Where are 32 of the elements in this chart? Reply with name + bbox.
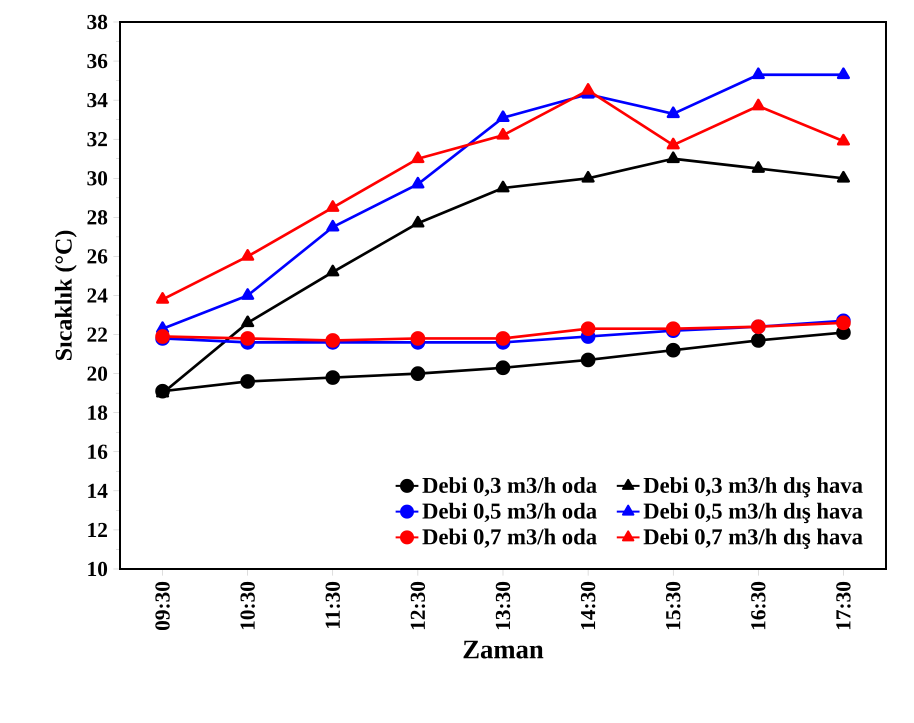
y-tick-label: 32: [87, 132, 107, 146]
x-tick-label: 12:30: [410, 582, 426, 630]
y-tick-label: 26: [87, 249, 108, 264]
legend-label: Debi 0,7 m3/h oda: [422, 528, 597, 548]
x-tick-label: 16:30: [751, 582, 766, 630]
y-tick-label: 12: [88, 522, 107, 537]
x-tick-label: 11:30: [326, 582, 340, 628]
y-tick-label: 14: [88, 484, 108, 498]
x-tick-label: 14:30: [580, 582, 596, 630]
y-tick-label: 36: [87, 54, 108, 68]
x-tick-label: 15:30: [666, 582, 680, 630]
legend-label: Debi 0,5 m3/h oda: [422, 502, 597, 522]
y-tick-label: 20: [87, 366, 108, 381]
y-axis-title: Sıcaklık (°C): [54, 230, 77, 360]
y-tick-label: 16: [88, 444, 108, 459]
y-tick-label: 34: [87, 92, 108, 108]
legend-label: Debi 0,5 m3/h dış hava: [644, 502, 863, 524]
legend-label: Debi 0,3 m3/h oda: [422, 477, 597, 496]
x-tick-label: 17:30: [836, 582, 851, 630]
y-tick-label: 22: [87, 328, 107, 342]
x-tick-label: 13:30: [496, 582, 510, 630]
y-tick-label: 38: [87, 14, 108, 30]
x-tick-label: 09:30: [155, 582, 170, 630]
y-tick-label: 10: [88, 562, 108, 576]
legend-label: Debi 0,3 m3/h dış hava: [644, 477, 863, 498]
y-tick-label: 18: [88, 406, 108, 420]
x-tick-label: 10:30: [240, 582, 255, 630]
y-tick-label: 30: [87, 171, 108, 186]
x-axis-title: Zaman: [464, 640, 544, 658]
legend-label: Debi 0,7 m3/h dış hava: [644, 528, 863, 549]
y-tick-label: 24: [87, 288, 108, 303]
y-tick-label: 28: [87, 210, 108, 225]
